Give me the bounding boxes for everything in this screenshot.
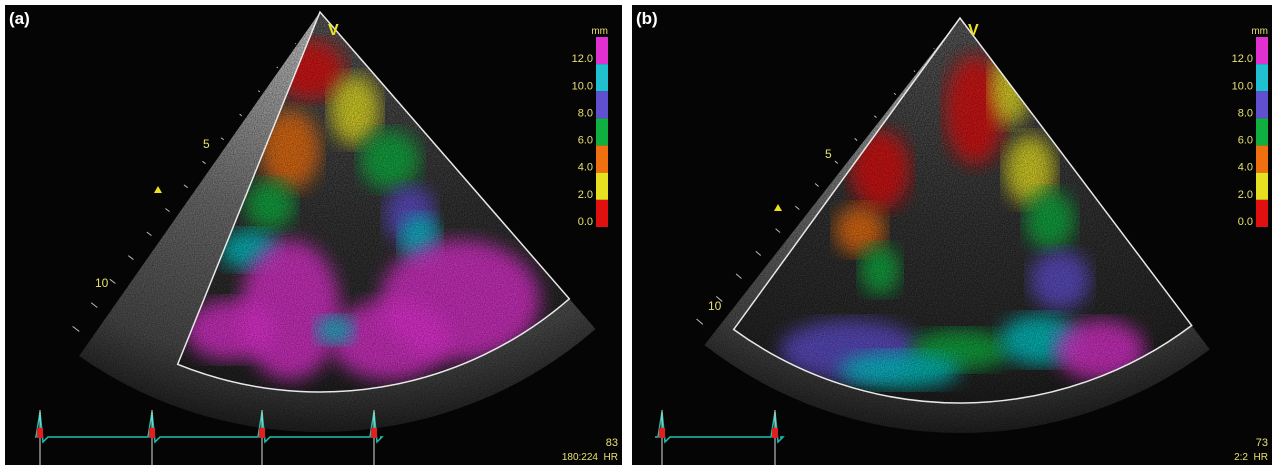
hr-label: HR: [1254, 452, 1268, 463]
scale-band: [596, 118, 608, 145]
ecg-marker-tag: [37, 428, 43, 438]
depth-tick: [934, 48, 935, 49]
panel-label: (a): [9, 9, 30, 28]
ecg-marker-tag: [772, 428, 778, 438]
scale-label: 4.0: [1238, 162, 1253, 174]
scale-band: [1256, 173, 1268, 200]
hr-label: HR: [604, 452, 618, 463]
scale-band: [1256, 64, 1268, 91]
scale-band: [1256, 200, 1268, 227]
scale-band: [596, 200, 608, 227]
scale-band: [596, 37, 608, 64]
panel: (a) V 5 10 mm 12.0 10.0 8.0 6.0 4.0 2.0 0.0 83 180:22…: [5, 0, 622, 465]
depth-tick: [295, 43, 296, 44]
heart-rate: 83: [606, 437, 618, 449]
scale-band: [596, 173, 608, 200]
depth-label: 10: [708, 299, 722, 313]
depth-label: 5: [203, 137, 210, 151]
scale-band: [596, 146, 608, 173]
ecg-marker-tag: [149, 428, 155, 438]
ecg-marker-tag: [371, 428, 377, 438]
scale-band: [1256, 91, 1268, 118]
frame-counter: 180:224: [562, 452, 599, 463]
scale-label: 0.0: [578, 216, 593, 228]
scale-label: 12.0: [1232, 53, 1253, 65]
scale-label: 8.0: [578, 107, 593, 119]
panel-label: (b): [636, 9, 658, 28]
panel: (b) V 5 10 mm 12.0 10.0 8.0 6.0 4.0 2.0 0.0 73 2:2 HR: [632, 0, 1272, 465]
scale-label: 10.0: [1232, 80, 1253, 92]
scale-band: [596, 91, 608, 118]
scale-band: [1256, 146, 1268, 173]
scale-band: [1256, 118, 1268, 145]
scale-label: 2.0: [578, 189, 593, 201]
echo-figure: (a) V 5 10 mm 12.0 10.0 8.0 6.0 4.0 2.0 0.0 83 180:22…: [0, 0, 1277, 465]
depth-label: 10: [95, 276, 109, 290]
scale-band: [596, 64, 608, 91]
scale-label: 6.0: [578, 135, 593, 147]
apex-marker: V: [968, 22, 979, 39]
scale-label: 6.0: [1238, 135, 1253, 147]
scale-label: 0.0: [1238, 216, 1253, 228]
scale-label: 2.0: [1238, 189, 1253, 201]
scale-label: 10.0: [572, 80, 593, 92]
scale-label: 8.0: [1238, 107, 1253, 119]
scale-band: [1256, 37, 1268, 64]
heart-rate: 73: [1256, 437, 1268, 449]
scale-unit: mm: [1251, 26, 1268, 37]
depth-label: 5: [825, 147, 832, 161]
frame-counter: 2:2: [1234, 452, 1248, 463]
apex-marker: V: [328, 22, 339, 39]
scale-label: 4.0: [578, 162, 593, 174]
ecg-marker-tag: [659, 428, 665, 438]
ecg-marker-tag: [259, 428, 265, 438]
scale-label: 12.0: [572, 53, 593, 65]
depth-tick: [277, 67, 278, 68]
scale-unit: mm: [591, 26, 608, 37]
